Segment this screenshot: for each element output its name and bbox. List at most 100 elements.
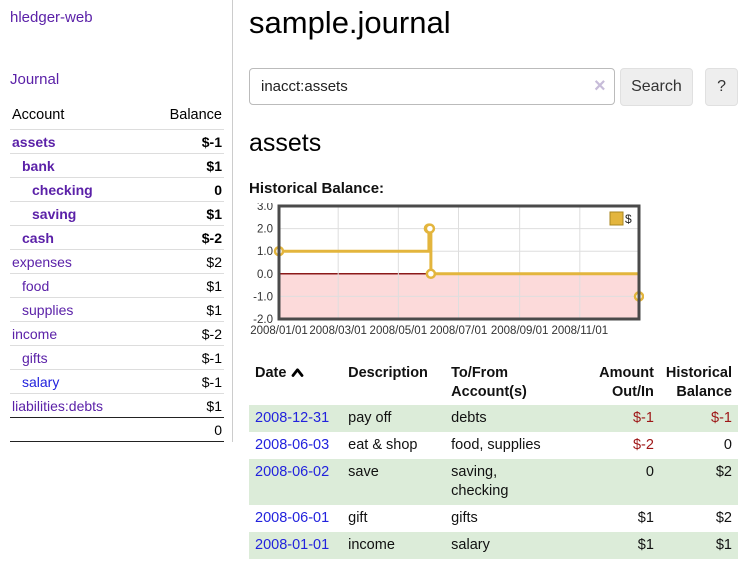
- transaction-accounts: debts: [445, 405, 589, 432]
- account-link[interactable]: bank: [22, 157, 55, 174]
- brand-link[interactable]: hledger-web: [10, 9, 93, 26]
- transaction-row: 2008-06-03 eat & shop food, supplies $-2…: [249, 432, 738, 459]
- account-balance: $-2: [144, 225, 224, 250]
- account-row: cash $-2: [10, 225, 224, 250]
- transaction-date-link[interactable]: 2008-06-02: [255, 464, 330, 480]
- account-balance: $-1: [144, 129, 224, 154]
- account-row: bank $1: [10, 153, 224, 178]
- transaction-date-link[interactable]: 2008-06-03: [255, 437, 330, 453]
- help-button[interactable]: ?: [705, 68, 738, 106]
- clear-search-icon[interactable]: ×: [593, 75, 606, 97]
- account-link[interactable]: assets: [12, 133, 56, 150]
- sort-ascending-icon: [292, 368, 304, 377]
- account-link[interactable]: food: [22, 277, 50, 294]
- transaction-balance: $2: [715, 510, 732, 526]
- svg-text:2008/03/01: 2008/03/01: [309, 325, 367, 337]
- col-header-balance: Historical Balance: [665, 365, 732, 400]
- search-input[interactable]: [249, 68, 615, 105]
- svg-text:2008/01/01: 2008/01/01: [250, 325, 308, 337]
- page-title: sample.journal: [249, 5, 451, 40]
- account-balance: $-1: [144, 369, 224, 394]
- svg-text:2008/05/01: 2008/05/01: [370, 325, 428, 337]
- accounts-total-row: 0: [10, 417, 224, 442]
- account-row: saving $1: [10, 201, 224, 226]
- data-point-marker: [424, 223, 436, 234]
- account-row: gifts $-1: [10, 345, 224, 370]
- transaction-date-link[interactable]: 2008-12-31: [255, 410, 330, 426]
- sidebar: hledger-web Journal Account Balance asse…: [0, 0, 233, 442]
- account-link[interactable]: checking: [32, 181, 93, 198]
- search-button[interactable]: Search: [619, 68, 694, 106]
- svg-text:1.0: 1.0: [257, 246, 273, 258]
- account-row: supplies $1: [10, 297, 224, 322]
- account-row: food $1: [10, 273, 224, 298]
- account-balance: $1: [144, 297, 224, 322]
- legend-label: $: [625, 212, 632, 226]
- accounts-col-balance: Balance: [169, 107, 222, 123]
- search-form: × Search ?: [249, 68, 738, 106]
- register-table: Date Description To/From Account(s) Amoun…: [249, 361, 738, 559]
- account-link[interactable]: gifts: [22, 349, 48, 366]
- svg-text:2008/11/01: 2008/11/01: [551, 325, 608, 337]
- transaction-amount: 0: [588, 459, 660, 505]
- transaction-description: eat & shop: [348, 437, 418, 453]
- transaction-row: 2008-01-01 income salary $1 $1: [249, 532, 738, 559]
- transaction-accounts: saving, checking: [445, 459, 589, 505]
- transaction-description: income: [342, 532, 446, 559]
- account-row: expenses $2: [10, 249, 224, 274]
- transaction-accounts: food, supplies: [451, 437, 541, 453]
- accounts-table: Account Balance assets $-1 bank $1 check…: [10, 104, 224, 442]
- account-row: assets $-1: [10, 129, 224, 154]
- account-link[interactable]: saving: [32, 205, 77, 222]
- account-balance: $1: [144, 201, 224, 226]
- chart-title-label: Historical Balance:: [249, 180, 385, 197]
- account-row: checking 0: [10, 177, 224, 202]
- accounts-header-row: Account Balance: [10, 104, 224, 130]
- data-point-marker: [425, 268, 437, 280]
- account-balance: $1: [144, 393, 224, 418]
- col-header-accounts: To/From Account(s): [451, 365, 527, 400]
- transaction-amount: $-1: [588, 405, 660, 432]
- legend-swatch: [609, 211, 624, 226]
- svg-text:-1.0: -1.0: [253, 291, 273, 303]
- transaction-amount: $1: [637, 510, 654, 526]
- account-heading: assets: [249, 129, 322, 157]
- transaction-description: gift: [348, 510, 368, 526]
- svg-text:2.0: 2.0: [257, 224, 273, 236]
- transaction-balance: 0: [723, 437, 732, 453]
- svg-text:2008/09/01: 2008/09/01: [491, 325, 549, 337]
- account-link[interactable]: supplies: [22, 301, 74, 318]
- account-balance: 0: [144, 177, 224, 202]
- accounts-col-account: Account: [12, 107, 65, 123]
- transaction-row: 2008-12-31 pay off debts $-1 $-1: [249, 405, 738, 432]
- col-header-date[interactable]: Date: [249, 361, 342, 405]
- transaction-row: 2008-06-01 gift gifts $1 $2: [249, 505, 738, 532]
- account-link[interactable]: salary: [22, 373, 60, 390]
- account-row: income $-2: [10, 321, 224, 346]
- transaction-description: pay off: [342, 405, 446, 432]
- account-row: salary $-1: [10, 369, 224, 394]
- account-balance: $-2: [144, 321, 224, 346]
- account-balance: $1: [144, 153, 224, 178]
- col-header-amount: Amount Out/In: [599, 365, 654, 400]
- transaction-balance: $-1: [659, 405, 738, 432]
- transaction-accounts: gifts: [451, 510, 478, 526]
- account-balance: $1: [144, 273, 224, 298]
- transaction-balance: $1: [659, 532, 738, 559]
- account-balance: $-1: [144, 345, 224, 370]
- transaction-accounts: salary: [445, 532, 589, 559]
- transaction-date-link[interactable]: 2008-01-01: [255, 537, 330, 553]
- transaction-amount: $-2: [632, 437, 654, 453]
- account-balance: $2: [144, 249, 224, 274]
- transaction-balance: $2: [659, 459, 738, 505]
- transaction-date-link[interactable]: 2008-06-01: [255, 510, 330, 526]
- accounts-total-value: 0: [144, 417, 224, 442]
- account-row: liabilities:debts $1: [10, 393, 224, 418]
- nav-journal-link[interactable]: Journal: [10, 71, 60, 88]
- account-link[interactable]: income: [12, 325, 58, 342]
- account-link[interactable]: cash: [22, 229, 54, 246]
- svg-text:2008/07/01: 2008/07/01: [430, 325, 488, 337]
- account-link[interactable]: liabilities:debts: [12, 397, 104, 414]
- account-link[interactable]: expenses: [12, 253, 72, 270]
